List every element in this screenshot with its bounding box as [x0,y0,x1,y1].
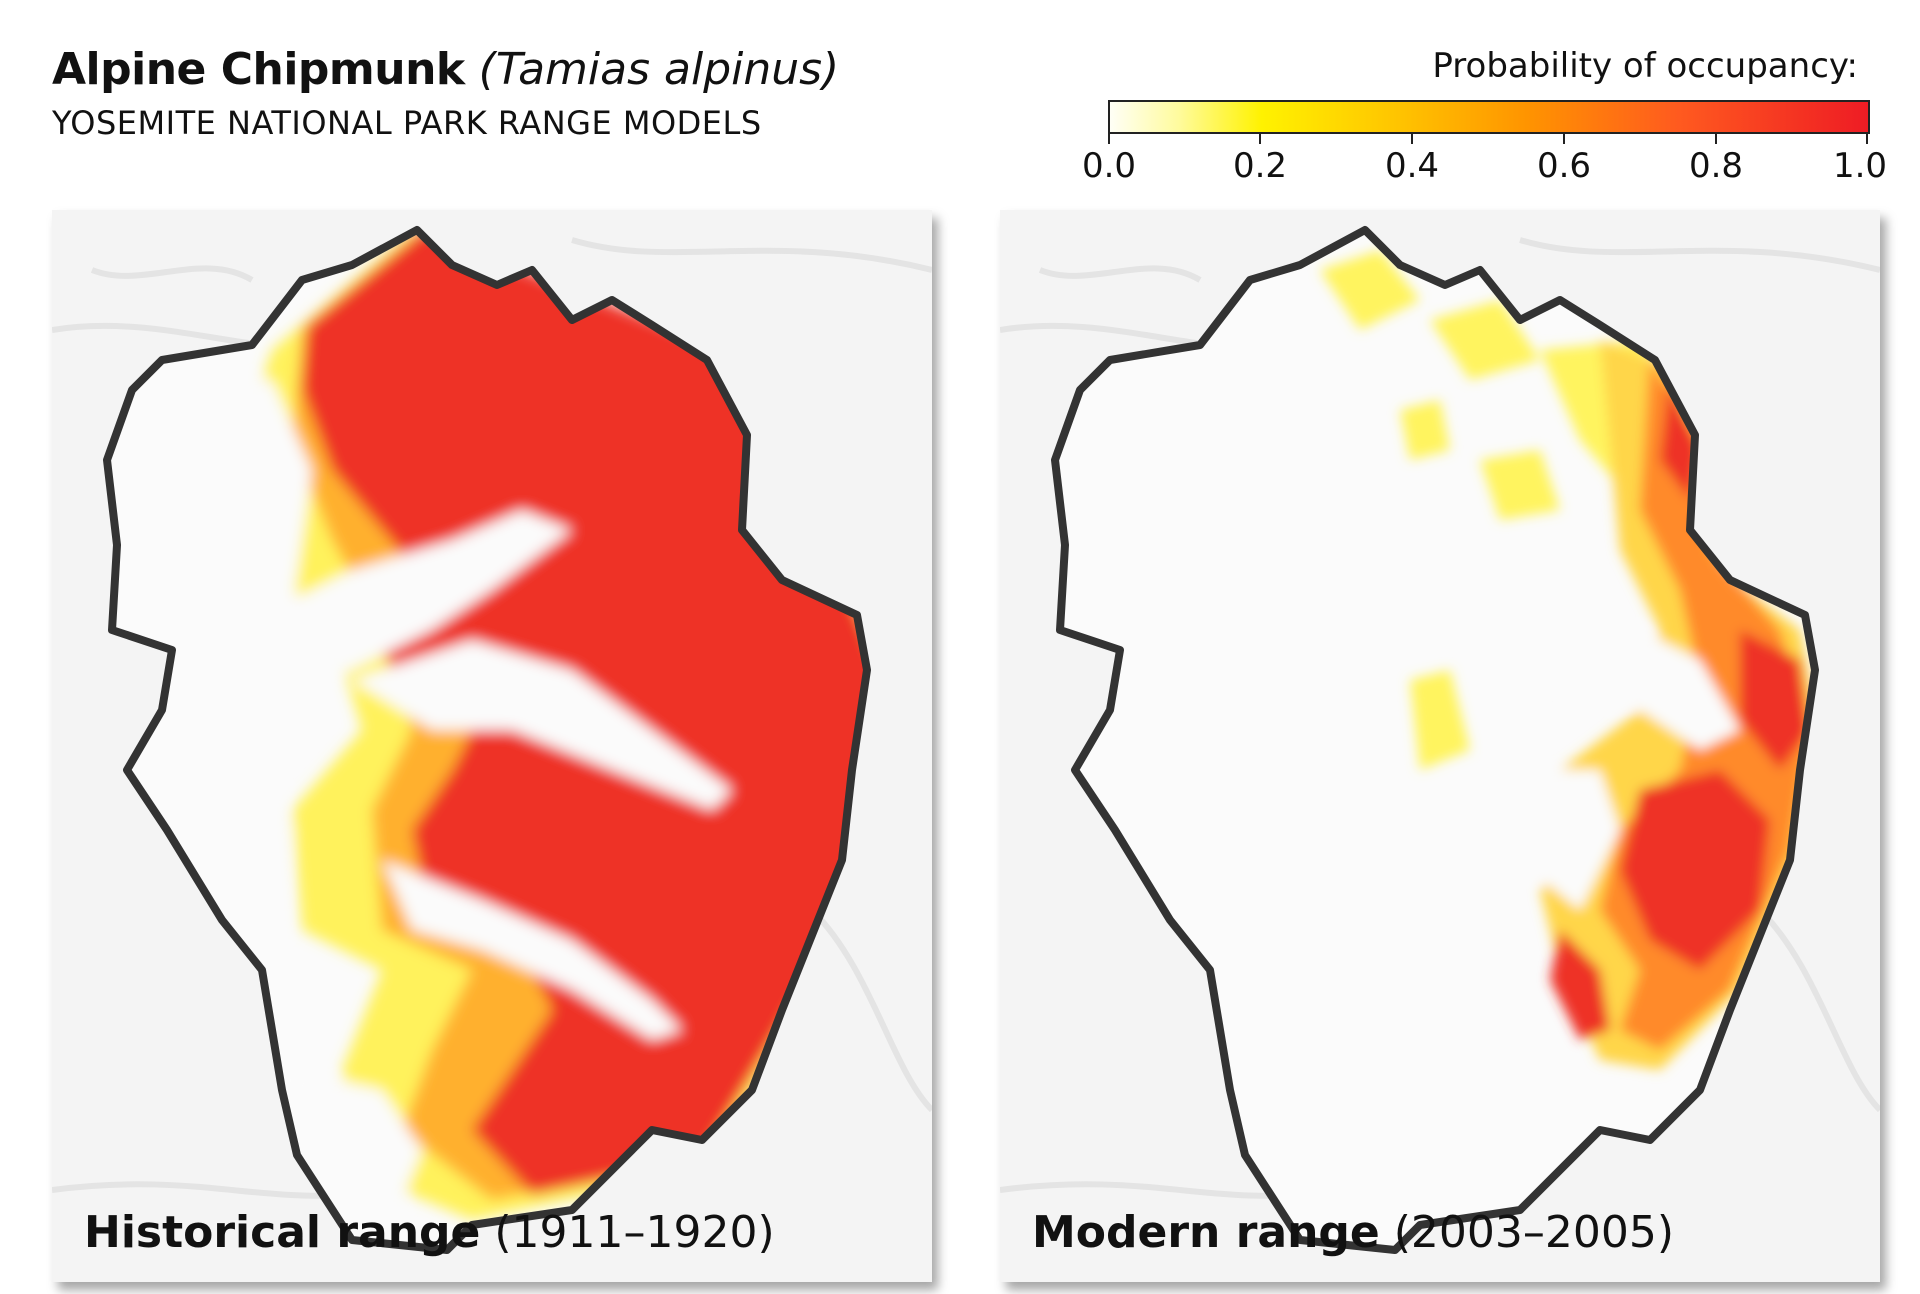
valley-cutout [382,860,682,1040]
legend-ticks: 0.0 0.2 0.4 0.6 0.8 1.0 [1082,132,1887,192]
park-boundary [103,226,871,1254]
legend-tick-mark [1411,132,1413,144]
legend-tick-label: 0.4 [1384,146,1440,186]
occupancy-yellow-patch [1430,300,1540,380]
map-title: Alpine Chipmunk (Tamias alpinus) [52,40,839,100]
legend-tick-label: 0.8 [1688,146,1744,186]
valley-cutout [352,640,732,810]
legend-tick-mark [1866,132,1868,144]
legend-color-ramp [1108,100,1870,134]
occupancy-yellow-patch [1400,400,1450,460]
legend-tick-mark [1563,132,1565,144]
historical-map-graphic [52,210,932,1282]
legend-tick-mark [1715,132,1717,144]
legend-tick-label: 0.6 [1536,146,1592,186]
valley-cutout [1560,630,1740,750]
valley-cutout [1520,770,1620,910]
relief-ridges [52,237,932,1199]
valley-cutout [232,510,572,680]
occupancy-yellow-patch [1320,250,1420,330]
legend-tick-mark [1108,132,1110,144]
title-block: Alpine Chipmunk (Tamias alpinus) YOSEMIT… [52,40,839,146]
legend-tick-mark [1259,132,1261,144]
modern-range-map: Modern range (2003–2005) [1000,210,1880,1282]
panel-label-name: Historical range [84,1207,481,1258]
occupancy-legend: Probability of occupancy: 0.0 0.2 0.4 0.… [1082,40,1887,200]
historical-range-label: Historical range (1911–1920) [84,1207,775,1258]
occupancy-yellow-patch [1410,670,1470,770]
occupancy-red-core [1620,770,1770,970]
panel-label-name: Modern range [1032,1207,1380,1258]
species-common-name: Alpine Chipmunk [52,44,465,95]
species-scientific-name: (Tamias alpinus) [478,44,840,95]
occupancy-red-core [1550,930,1610,1040]
occupancy-yellow-patch [1480,450,1560,520]
map-subtitle: YOSEMITE NATIONAL PARK RANGE MODELS [52,104,762,142]
occupancy-red-core [1740,630,1810,770]
legend-tick-label: 0.0 [1081,146,1137,186]
relief-ridges [1000,237,1880,1199]
park-boundary [1051,226,1819,1254]
occupancy-surface [1320,250,1815,1070]
panel-label-years: (1911–1920) [494,1207,775,1258]
legend-title: Probability of occupancy: [1432,46,1858,86]
panel-label-years: (2003–2005) [1393,1207,1675,1258]
modern-map-graphic [1000,210,1880,1282]
legend-tick-label: 1.0 [1832,146,1888,186]
legend-tick-label: 0.2 [1232,146,1288,186]
occupancy-surface [107,230,867,1250]
historical-range-map: Historical range (1911–1920) [52,210,932,1282]
modern-range-label: Modern range (2003–2005) [1032,1207,1674,1258]
